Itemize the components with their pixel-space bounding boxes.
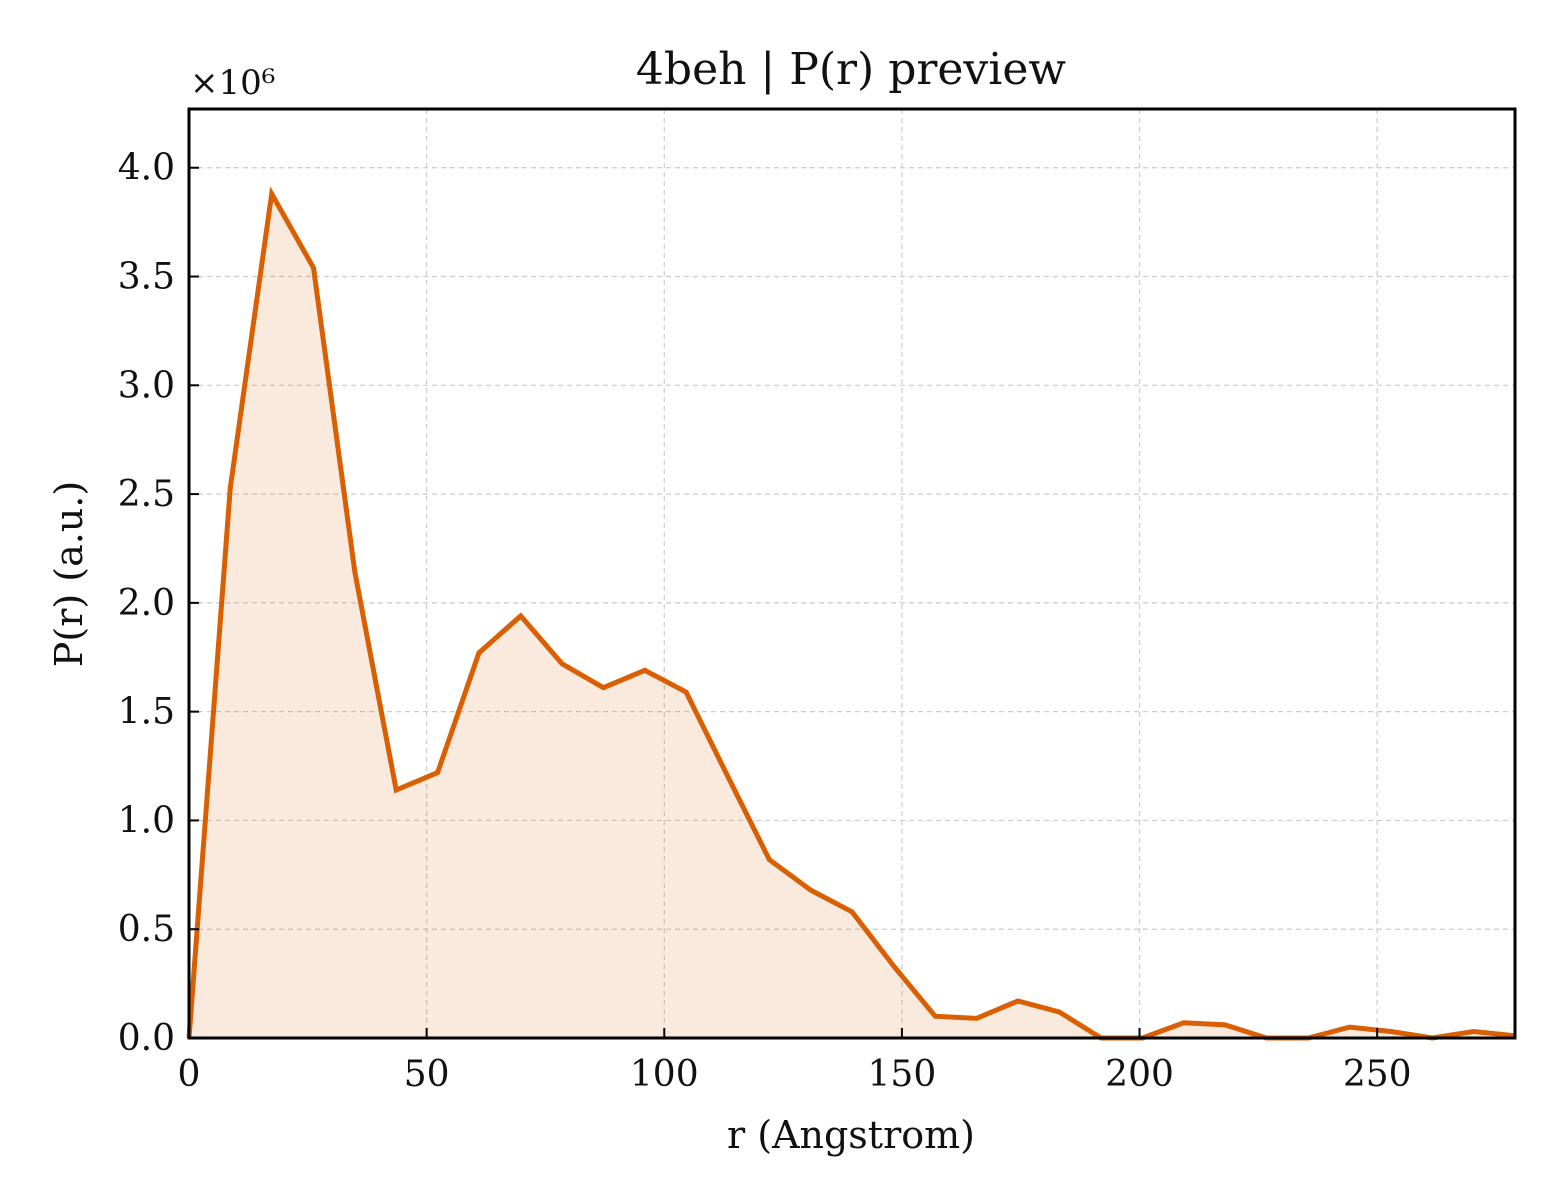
y-tick-label: 0.0 <box>118 1018 175 1059</box>
chart-title: 4beh | P(r) preview <box>636 44 1066 95</box>
pr-area-fill <box>189 193 1516 1038</box>
y-axis-multiplier: ×10⁶ <box>190 63 275 103</box>
y-tick-label: 3.5 <box>118 257 175 298</box>
y-tick-label: 3.0 <box>118 365 175 406</box>
grid <box>189 109 1515 1038</box>
y-tick-label: 0.5 <box>118 909 175 950</box>
y-axis-label: P(r) (a.u.) <box>47 481 91 667</box>
x-tick-label: 250 <box>1343 1054 1412 1095</box>
y-tick-label: 1.5 <box>118 692 175 733</box>
x-tick-label: 100 <box>630 1054 699 1095</box>
y-tick-label: 4.0 <box>118 148 175 189</box>
x-tick-label: 200 <box>1105 1054 1174 1095</box>
x-tick-label: 150 <box>868 1054 937 1095</box>
x-tick-label: 0 <box>178 1054 201 1095</box>
x-axis-label: r (Angstrom) <box>727 1113 975 1157</box>
y-tick-label: 2.5 <box>118 474 175 515</box>
y-tick-label: 1.0 <box>118 800 175 841</box>
y-tick-label: 2.0 <box>118 583 175 624</box>
x-tick-label: 50 <box>404 1054 450 1095</box>
ticks: 0 50 100 150 200 250 0.0 0.5 1.0 1.5 2.0 2.5 3.0 3.5 4… <box>118 148 1412 1095</box>
plot-frame <box>187 107 1517 1040</box>
